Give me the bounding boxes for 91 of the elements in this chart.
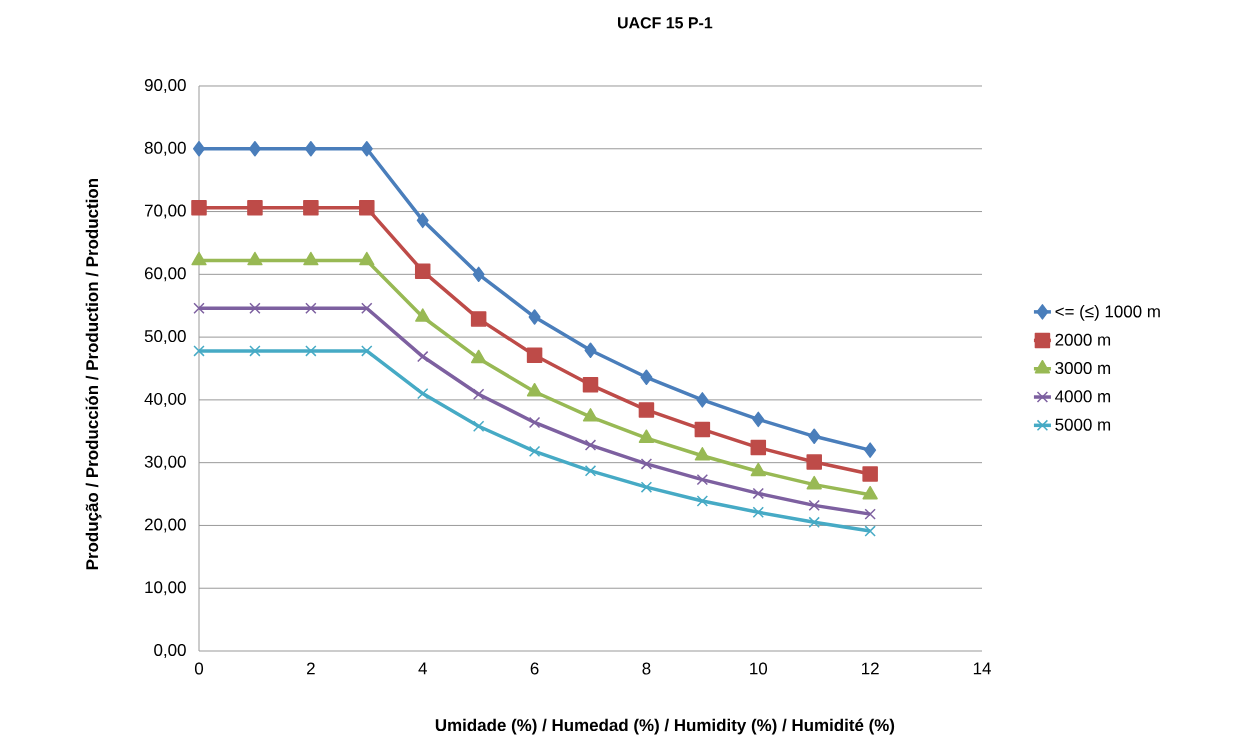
point [247,200,263,216]
point [582,408,599,422]
y-tick-label: 60,00 [144,267,186,282]
point [191,200,207,216]
legend-label: 5000 m [1055,418,1111,431]
point [696,473,709,486]
point [752,487,764,500]
point [696,495,709,507]
x-tick-label: 12 [862,662,879,675]
point [304,141,317,157]
point [862,485,878,500]
point [640,481,653,493]
point [638,429,655,443]
point [415,308,431,322]
point [249,302,261,314]
y-tick-label: 50,00 [144,330,186,345]
point [640,369,653,386]
y-tick-label: 10,00 [145,581,186,596]
point [584,465,597,477]
point [584,342,597,359]
x-tick-label: 8 [642,662,651,675]
point [247,251,263,266]
point [526,382,543,397]
point [750,462,766,477]
y-axis-title: Produção / Producción / Production / Production [85,178,102,570]
point [640,458,653,470]
point [193,302,205,314]
point [361,345,373,357]
point [305,345,317,357]
x-tick-label: 10 [750,662,768,675]
y-tick-label: 30,00 [144,455,186,470]
point [470,311,487,327]
point [752,506,764,518]
point [249,345,261,357]
point [806,475,822,490]
point [752,411,765,428]
legend-label: 3000 m [1055,362,1111,375]
x-tick-label: 6 [530,662,539,675]
point [472,420,485,432]
legend-label: 2000 m [1055,333,1111,346]
point [359,200,375,216]
point [808,516,820,528]
point [582,377,599,393]
y-tick-label: 40,00 [144,392,186,407]
point [193,345,205,357]
point [470,349,487,364]
point [638,402,655,418]
point [303,251,319,266]
point [361,302,373,314]
chart-title: UACF 15 P-1 [618,17,713,29]
point [528,309,541,325]
point [696,392,709,408]
point [528,445,541,458]
point [864,525,876,537]
y-tick-label: 80,00 [144,141,186,156]
point [305,302,317,314]
x-tick-label: 4 [418,662,427,675]
x-tick-label: 0 [194,662,204,675]
point [862,466,878,482]
point [528,416,541,429]
point [303,200,319,216]
point [864,442,877,458]
point [526,347,543,364]
point [414,263,431,279]
point [417,350,429,363]
point [360,141,373,157]
point [808,499,820,512]
point [584,439,597,451]
point [694,447,711,461]
x-axis-title: Umidade (%) / Humedad (%) / Humidity (%) / Humidité (%) [435,718,895,735]
point [416,212,429,229]
legend-label: 4000 m [1055,390,1111,403]
point [750,439,767,456]
point [472,388,485,400]
point [359,251,375,266]
y-tick-label: 20,00 [144,518,186,533]
point [806,454,822,470]
point [694,421,711,438]
x-tick-label: 2 [307,662,315,675]
y-tick-label: 90,00 [144,79,186,93]
point [193,141,205,157]
x-tick-label: 14 [973,662,991,675]
point [808,428,821,445]
y-tick-label: 0,00 [154,644,186,658]
legend-label: <= (≤) 1000 m [1055,305,1160,321]
point [248,141,261,157]
point [472,266,485,283]
point [417,387,429,400]
y-tick-label: 70,00 [144,204,186,219]
point [191,251,207,266]
point [864,508,876,520]
